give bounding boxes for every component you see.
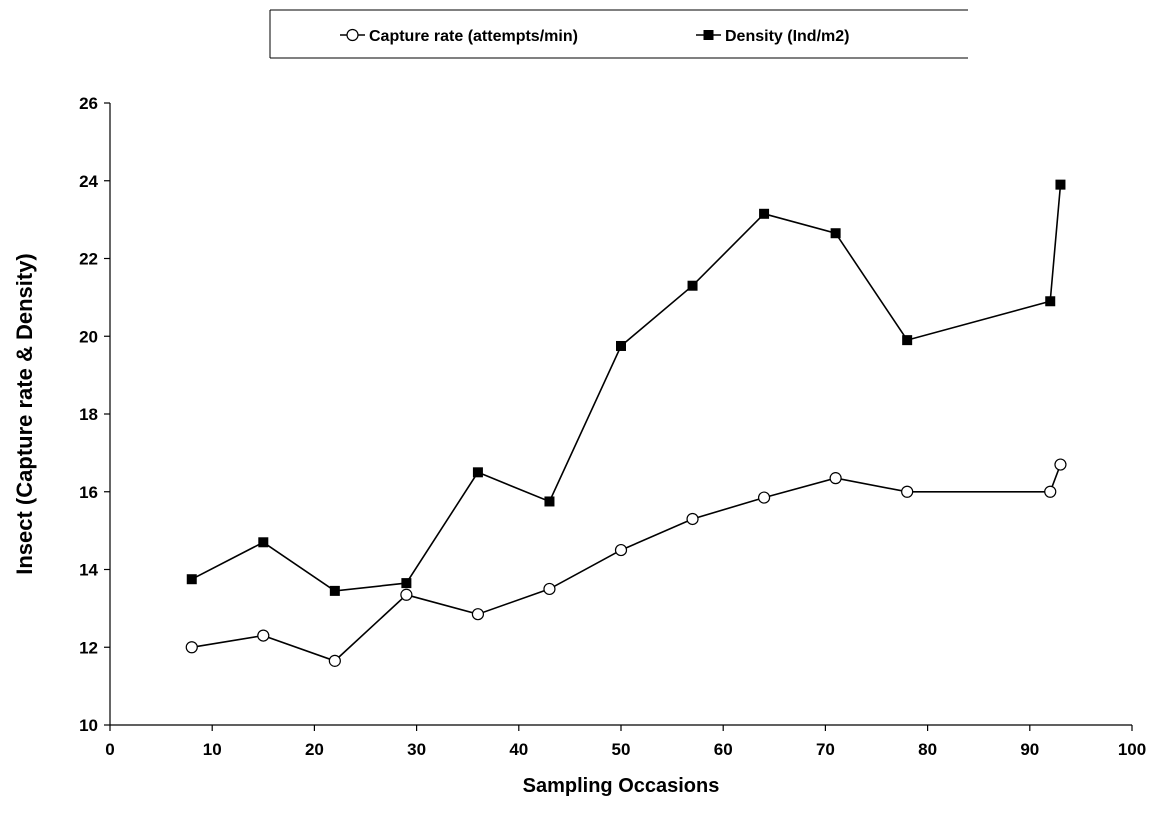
y-axis-title: Insect (Capture rate & Density) — [12, 253, 37, 575]
y-tick-label: 26 — [79, 94, 98, 113]
data-point — [614, 543, 628, 557]
x-tick-label: 20 — [305, 740, 324, 759]
legend: Capture rate (attempts/min) Density (Ind/… — [269, 9, 968, 59]
y-tick-label: 20 — [79, 327, 98, 346]
y-tick-label: 10 — [79, 716, 98, 735]
x-tick-label: 0 — [105, 740, 114, 759]
x-tick-label: 40 — [509, 740, 528, 759]
x-tick-label: 90 — [1020, 740, 1039, 759]
x-tick-label: 60 — [714, 740, 733, 759]
x-tick-label: 80 — [918, 740, 937, 759]
data-point — [543, 582, 556, 596]
data-point — [830, 228, 841, 239]
y-tick-label: 16 — [79, 483, 98, 502]
data-point — [471, 608, 485, 621]
x-tick-label: 10 — [203, 740, 222, 759]
data-point — [185, 641, 198, 654]
legend-label: Capture rate (attempts/min) — [369, 28, 578, 45]
y-tick-label: 22 — [79, 250, 98, 269]
legend-label: Density (Ind/m2) — [725, 28, 849, 45]
series-density — [186, 179, 1066, 596]
x-tick-label: 30 — [407, 740, 426, 759]
data-point — [401, 578, 412, 589]
y-tick-label: 12 — [79, 638, 98, 657]
data-point — [329, 585, 340, 596]
data-point — [472, 467, 483, 478]
data-point — [258, 537, 269, 548]
x-tick-label: 50 — [612, 740, 631, 759]
legend-marker — [346, 28, 359, 42]
x-tick-label: 100 — [1118, 740, 1146, 759]
data-point — [616, 340, 626, 351]
data-point — [1044, 485, 1057, 498]
data-point — [759, 208, 770, 219]
data-point — [829, 472, 842, 485]
legend-marker — [703, 30, 714, 40]
data-point — [901, 485, 914, 498]
y-tick-label: 24 — [79, 172, 98, 191]
data-point — [1045, 296, 1056, 307]
series-line — [191, 184, 1062, 592]
data-point — [1054, 458, 1067, 471]
series-layer — [185, 179, 1067, 667]
y-tick-label: 18 — [79, 405, 98, 424]
y-tick-label: 14 — [79, 561, 98, 580]
data-point — [400, 588, 413, 601]
data-point — [186, 574, 197, 585]
x-tick-label: 70 — [816, 740, 835, 759]
data-point — [257, 629, 270, 642]
data-point — [686, 512, 699, 526]
axis-ticks: 0 10 20 30 40 50 60 70 80 90 100 10 12 14 16 18 20 22 24 26 — [79, 94, 1146, 759]
x-axis-title: Sampling Occasions — [523, 775, 720, 797]
series-capture-rate — [185, 458, 1067, 667]
data-point — [687, 280, 698, 291]
data-point — [328, 654, 341, 667]
data-point — [1055, 179, 1066, 190]
data-point — [902, 335, 913, 346]
data-point — [757, 491, 771, 504]
data-point — [544, 496, 555, 507]
series-line — [191, 464, 1062, 662]
